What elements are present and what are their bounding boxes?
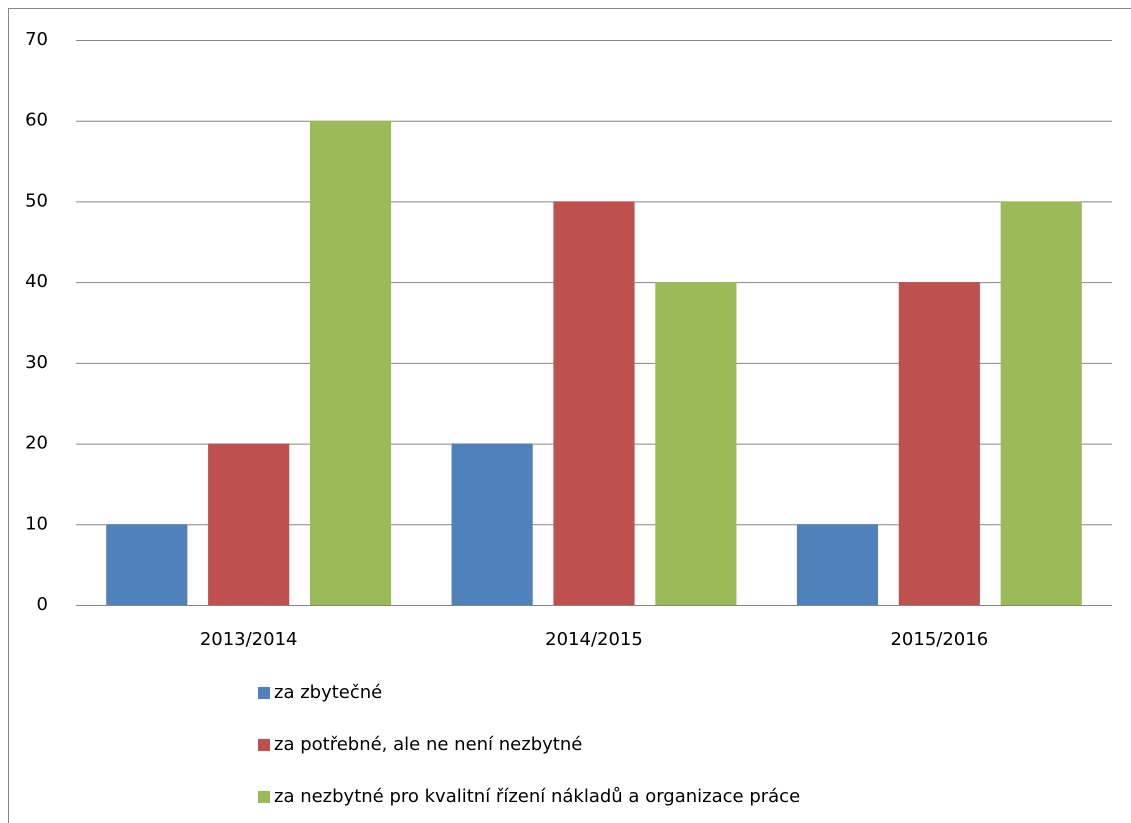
bar [451,443,533,605]
legend-label: za potřebné, ale ne není nezbytné [274,734,582,755]
y-tick-label: 20 [25,433,48,454]
y-tick-label: 70 [25,29,48,50]
bar [553,201,635,605]
x-tick-label: 2015/2016 [890,629,988,650]
bar [796,524,879,605]
y-tick-label: 60 [25,110,48,131]
chart-border [8,8,1131,823]
y-tick-label: 30 [25,352,48,373]
x-tick-label: 2013/2014 [200,629,298,650]
bar [208,443,290,605]
legend-label: za zbytečné [274,682,382,703]
legend-label: za nezbytné pro kvalitní řízení nákladů … [274,786,800,807]
y-tick-label: 50 [25,190,48,211]
bar [106,524,188,605]
legend-swatch [258,791,270,803]
legend-swatch [258,739,270,751]
y-tick-label: 40 [25,271,48,292]
bar [1000,201,1082,605]
bar [898,282,980,605]
y-tick-label: 10 [25,513,48,534]
y-tick-label: 0 [37,594,48,615]
x-tick-label: 2014/2015 [545,629,643,650]
legend-swatch [258,687,270,699]
bar [655,282,737,605]
bar [309,120,392,605]
